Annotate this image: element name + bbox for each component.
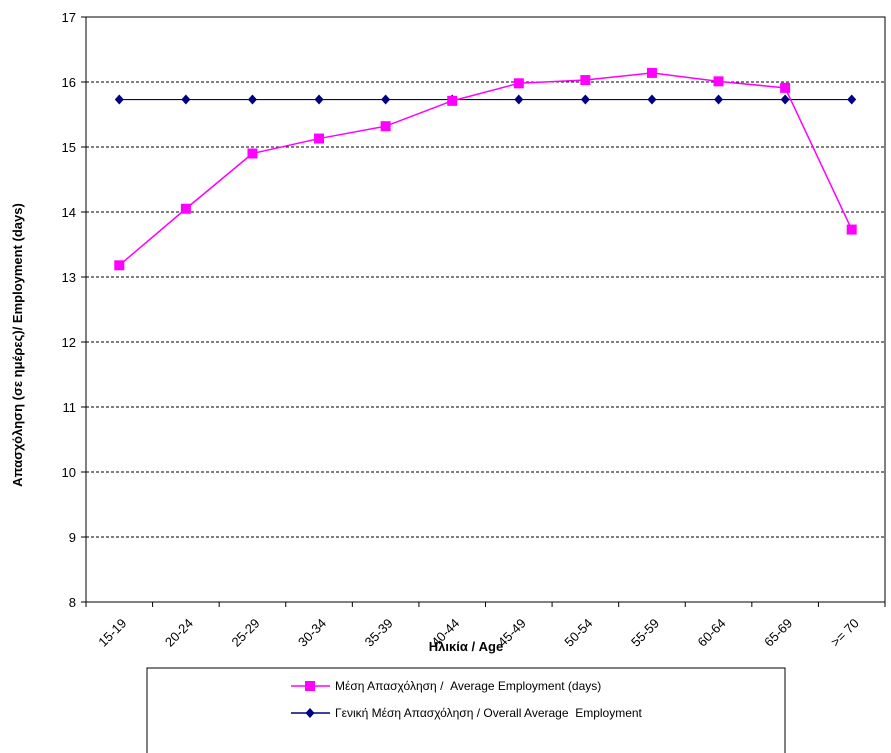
data-point [114, 94, 124, 105]
y-tick-label: 9 [69, 530, 76, 545]
data-point [114, 260, 125, 271]
data-point [447, 95, 458, 106]
data-point [305, 681, 315, 691]
y-tick-label: 14 [62, 205, 76, 220]
data-point [514, 94, 524, 105]
y-tick-label: 13 [62, 270, 76, 285]
legend: Μέση Απασχόληση / Average Employment (da… [146, 667, 786, 753]
data-point [580, 94, 590, 105]
y-axis-title: Απασχόληση (σε ημέρες)/ Employment (days… [10, 203, 25, 487]
x-tick-label: 20-24 [162, 616, 196, 650]
y-tick-labels: 8 9 10 11 12 13 14 15 16 17 [62, 10, 76, 610]
data-point [713, 76, 724, 87]
gridlines [81, 16, 886, 607]
data-point [847, 94, 857, 105]
x-tick-label: 50-54 [561, 616, 595, 650]
x-tick-label: 15-19 [95, 616, 129, 650]
x-tick-label: 30-34 [295, 616, 329, 650]
x-tick-label: 60-64 [695, 616, 729, 650]
y-tick-label: 17 [62, 10, 76, 25]
data-point [247, 148, 258, 159]
y-tick-label: 10 [62, 465, 76, 480]
data-point [180, 203, 191, 214]
x-tick-label: 65-69 [761, 616, 795, 650]
data-point [646, 67, 657, 78]
data-point [513, 78, 524, 89]
plot-frame [85, 16, 886, 603]
series-lines [114, 67, 857, 271]
x-tick-label: 35-39 [362, 616, 396, 650]
y-tick-label: 11 [63, 400, 77, 415]
x-tick-label: 25-29 [228, 616, 262, 650]
plot-border [85, 16, 886, 603]
x-tick-label: >= 70 [828, 616, 862, 650]
series-line [118, 72, 853, 266]
data-point [314, 133, 325, 144]
data-point [714, 94, 724, 105]
data-point [580, 75, 591, 86]
y-tick-label: 12 [62, 335, 76, 350]
data-point [314, 94, 324, 105]
y-tick-label: 16 [62, 75, 76, 90]
y-tick-label: 15 [62, 140, 76, 155]
data-point [381, 94, 391, 105]
y-tick-label: 8 [69, 595, 76, 610]
data-point [380, 121, 391, 132]
data-point [647, 94, 657, 105]
x-tick-label: 55-59 [628, 616, 662, 650]
data-point [305, 708, 315, 718]
legend-box [146, 667, 786, 753]
data-point [181, 94, 191, 105]
data-point [780, 94, 790, 105]
legend-label: Μέση Απασχόληση / Average Employment (da… [335, 679, 601, 693]
data-point [780, 82, 791, 93]
legend-label: Γενική Μέση Απασχόληση / Overall Average… [335, 706, 643, 720]
data-point [247, 94, 257, 105]
x-axis-title: Ηλικία / Age [429, 639, 503, 654]
data-point [846, 224, 857, 235]
